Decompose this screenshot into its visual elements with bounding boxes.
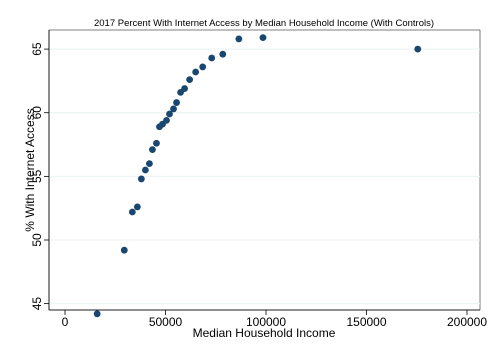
y-axis: 45 50 55 60 65 — [30, 30, 50, 311]
data-point — [163, 116, 170, 124]
y-tick-label: 50 — [30, 233, 44, 247]
data-point — [146, 160, 153, 168]
data-point — [166, 110, 173, 118]
data-point — [170, 105, 177, 113]
data-point — [186, 76, 194, 84]
data-point — [199, 63, 207, 71]
data-point — [235, 35, 243, 43]
data-point — [192, 68, 200, 76]
y-tick-label: 65 — [30, 42, 44, 56]
x-axis: 0 50000 100000 150000 200000 — [49, 309, 487, 329]
x-tick-label: 50000 — [149, 315, 183, 329]
x-axis-title: Median Household Income — [193, 326, 336, 340]
data-point — [173, 99, 180, 106]
plot-area — [48, 29, 481, 311]
y-tick-label: 45 — [30, 297, 44, 311]
data-points — [93, 34, 422, 318]
data-point — [120, 246, 128, 254]
data-point — [128, 208, 136, 216]
y-tick-label: 60 — [30, 106, 44, 120]
x-tick-label: 150000 — [346, 315, 386, 329]
data-point — [133, 203, 141, 211]
grid-lines — [49, 48, 480, 305]
y-tick-label: 55 — [30, 169, 44, 183]
data-point — [137, 175, 145, 183]
data-point — [414, 45, 422, 53]
data-point — [208, 54, 216, 62]
data-point — [259, 34, 267, 42]
x-tick-label: 100000 — [246, 315, 286, 329]
x-tick-label: 200000 — [447, 315, 487, 329]
x-tick-label: 0 — [62, 315, 69, 329]
data-point — [149, 146, 156, 154]
y-axis-title: % With Internet Access — [23, 108, 37, 231]
data-point — [93, 310, 101, 318]
chart-title: 2017 Percent With Internet Access by Med… — [94, 18, 434, 29]
data-point — [153, 139, 160, 147]
data-point — [219, 50, 227, 58]
data-point — [181, 85, 188, 92]
data-point — [142, 166, 149, 174]
